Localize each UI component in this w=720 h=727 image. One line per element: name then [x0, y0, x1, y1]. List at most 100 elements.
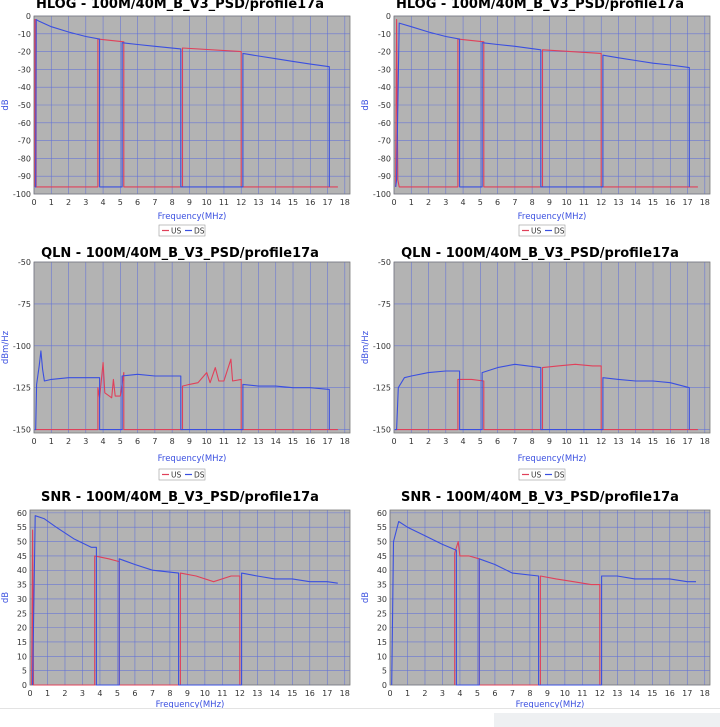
- x-tick-label: 1: [409, 198, 414, 207]
- x-tick-label: 17: [682, 437, 692, 446]
- y-tick-label: 40: [17, 566, 27, 575]
- x-axis-label: Frequency(MHz): [158, 454, 227, 464]
- x-tick-label: 2: [62, 689, 67, 698]
- x-tick-label: 6: [492, 689, 497, 698]
- y-tick-label: 0: [26, 12, 31, 21]
- x-tick-label: 1: [405, 689, 410, 698]
- x-tick-label: 10: [560, 689, 570, 698]
- x-tick-label: 7: [512, 198, 517, 207]
- y-tick-label: 20: [377, 624, 387, 633]
- y-tick-label: 0: [22, 681, 27, 690]
- y-tick-label: 35: [17, 581, 27, 590]
- x-tick-label: 3: [83, 198, 88, 207]
- x-tick-label: 5: [118, 198, 123, 207]
- y-axis-label: dB: [361, 592, 371, 603]
- chart-svg: 0 1 2 3 4 5 6 7 8 9 10 11 12 13 14 15 16 17 18-50-75-100-1…: [1, 258, 351, 481]
- x-tick-label: 14: [631, 437, 641, 446]
- legend-label-ds: DS: [194, 470, 205, 479]
- y-tick-label: -125: [373, 384, 391, 393]
- x-tick-label: 17: [682, 198, 692, 207]
- x-tick-label: 16: [305, 689, 315, 698]
- y-tick-label: -80: [378, 154, 391, 163]
- legend-label-us: US: [531, 470, 541, 479]
- x-tick-label: 12: [596, 437, 606, 446]
- x-tick-label: 9: [185, 689, 190, 698]
- x-tick-label: 4: [101, 198, 106, 207]
- x-tick-label: 3: [83, 437, 88, 446]
- x-tick-label: 9: [187, 198, 192, 207]
- y-tick-label: 0: [382, 681, 387, 690]
- x-tick-label: 14: [630, 689, 640, 698]
- x-tick-label: 15: [647, 689, 657, 698]
- x-tick-label: 12: [595, 689, 605, 698]
- y-tick-label: 25: [17, 609, 27, 618]
- y-tick-label: 25: [377, 609, 387, 618]
- x-tick-label: 4: [101, 437, 106, 446]
- x-tick-label: 3: [440, 689, 445, 698]
- legend-label-ds: DS: [554, 470, 565, 479]
- x-tick-label: 7: [150, 689, 155, 698]
- x-tick-label: 9: [547, 437, 552, 446]
- series-line-ds: [32, 515, 338, 686]
- chart-panel-6: SNR - 100M/40M_B_V3_PSD/profile17a 0 1 2 3 4 5…: [360, 488, 720, 726]
- chart-title: SNR - 100M/40M_B_V3_PSD/profile17a: [401, 490, 679, 505]
- plot-border: [393, 15, 711, 195]
- x-tick-label: 5: [115, 689, 120, 698]
- x-tick-label: 14: [631, 198, 641, 207]
- series-line-ds: [34, 19, 330, 188]
- chart-title: QLN - 100M/40M_B_V3_PSD/profile17a: [401, 246, 679, 261]
- chart-svg: 0 1 2 3 4 5 6 7 8 9 10 11 12 13 14 15 16 17 180-10-20-30-4…: [1, 12, 351, 237]
- x-tick-label: 8: [170, 198, 175, 207]
- y-tick-label: 15: [377, 638, 387, 647]
- chart-title: HLOG - 100M/40M_B_V3_PSD/profile17a: [395, 0, 685, 12]
- x-tick-label: 13: [613, 198, 623, 207]
- y-tick-label: -70: [18, 137, 31, 146]
- series-line-ds: [34, 350, 330, 431]
- x-tick-label: 6: [495, 437, 500, 446]
- y-tick-label: -10: [378, 30, 391, 39]
- x-axis-label: Frequency(MHz): [518, 454, 587, 464]
- x-tick-label: 15: [648, 198, 658, 207]
- chart-title: QLN - 100M/40M_B_V3_PSD/profile17a: [41, 246, 319, 261]
- x-tick-label: 13: [612, 689, 622, 698]
- y-tick-label: 50: [377, 538, 387, 547]
- x-tick-label: 0: [391, 437, 396, 446]
- legend-box: [518, 224, 566, 237]
- x-tick-label: 1: [45, 689, 50, 698]
- x-tick-label: 7: [152, 437, 157, 446]
- x-tick-label: 14: [271, 437, 281, 446]
- chart-panel-3: QLN - 100M/40M_B_V3_PSD/profile17a 0 1 2 3 4 5…: [0, 245, 360, 488]
- y-tick-label: -40: [378, 83, 391, 92]
- chart-svg: 0 1 2 3 4 5 6 7 8 9 10 11 12 13 14 15 16 17 18051015202530…: [1, 509, 351, 710]
- x-tick-label: 0: [27, 689, 32, 698]
- y-tick-label: 45: [17, 552, 27, 561]
- legend-box: [518, 468, 566, 481]
- x-tick-label: 2: [422, 689, 427, 698]
- x-tick-label: 16: [665, 198, 675, 207]
- x-tick-label: 5: [475, 689, 480, 698]
- y-tick-label: -125: [13, 384, 31, 393]
- x-tick-label: 11: [217, 689, 227, 698]
- x-tick-label: 10: [200, 689, 210, 698]
- y-tick-label: -150: [373, 426, 391, 435]
- x-tick-label: 0: [391, 198, 396, 207]
- x-tick-label: 6: [132, 689, 137, 698]
- y-tick-label: 0: [386, 12, 391, 21]
- x-tick-label: 13: [252, 689, 262, 698]
- x-tick-label: 11: [219, 198, 229, 207]
- x-tick-label: 12: [236, 198, 246, 207]
- x-tick-label: 0: [31, 437, 36, 446]
- x-tick-label: 7: [512, 437, 517, 446]
- y-tick-label: 15: [17, 638, 27, 647]
- x-tick-label: 18: [700, 689, 710, 698]
- x-tick-label: 16: [305, 437, 315, 446]
- plot-area: [34, 262, 350, 433]
- y-tick-label: -50: [378, 101, 391, 110]
- y-tick-label: 5: [382, 667, 387, 676]
- series-line-ds: [394, 363, 690, 431]
- y-tick-label: -75: [18, 300, 31, 309]
- y-tick-label: -10: [18, 30, 31, 39]
- y-axis-label: dBm/Hz: [361, 330, 371, 364]
- y-axis-label: dB: [361, 99, 371, 110]
